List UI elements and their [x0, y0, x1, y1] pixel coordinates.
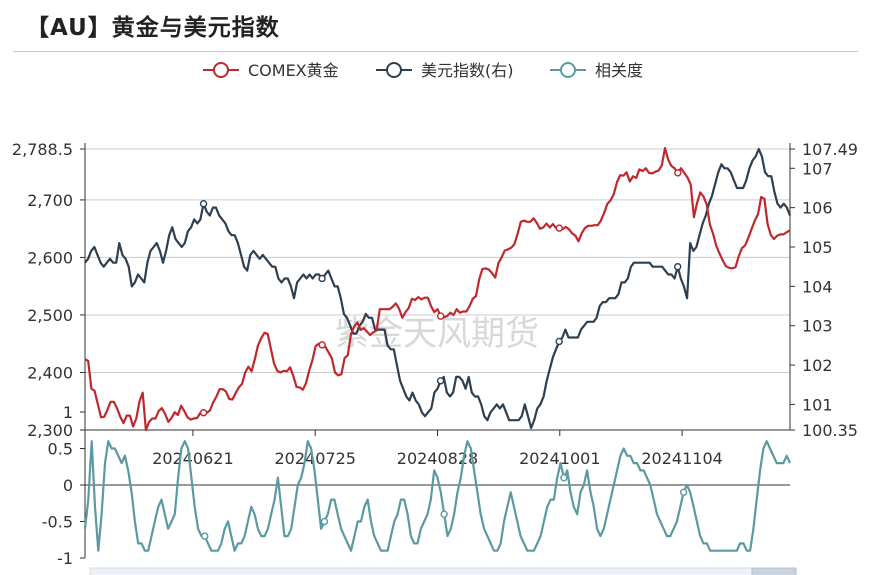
x-tick-label: 20240828 — [397, 449, 478, 468]
right-tick-label: 105 — [802, 238, 833, 257]
corr-tick-label: -1 — [57, 549, 73, 568]
right-tick-label: 107.49 — [802, 140, 858, 159]
dxy-series-line — [84, 147, 792, 430]
right-tick-label: 104 — [802, 277, 833, 296]
corr-series-point — [679, 488, 688, 496]
gold-series-point — [318, 341, 326, 349]
right-tick-label: 101 — [802, 395, 833, 414]
gold-series-point — [437, 312, 445, 320]
correlation-series — [83, 440, 792, 552]
dxy-series-point — [199, 200, 208, 208]
dxy-series-point — [555, 337, 563, 346]
left-tick-label: 2,400 — [27, 363, 73, 382]
corr-tick-label: 1 — [63, 403, 73, 422]
x-tick-label: 20240621 — [152, 449, 233, 468]
gold-series-point — [674, 169, 682, 177]
scrollbar-thumb — [751, 567, 797, 575]
corr-series-point — [201, 532, 209, 540]
gold-series-point — [199, 409, 208, 417]
main-axes: 2,788.52,7002,6002,5002,4002,300107.4910… — [12, 140, 858, 440]
right-tick-label: 106 — [802, 199, 833, 218]
left-tick-label: 2,500 — [27, 306, 73, 325]
legend-label-1: 美元指数(右) — [421, 61, 514, 80]
corr-tick-label: 0 — [63, 476, 73, 495]
right-tick-label: 100.35 — [802, 421, 858, 440]
x-tick-label: 20241104 — [641, 449, 722, 468]
corr-tick-label: -0.5 — [42, 513, 73, 532]
x-tick-label: 20240725 — [274, 449, 355, 468]
correlation-axes: 20240621 20240725 20240828 20241001 20241104… — [42, 403, 790, 568]
legend-marker-2 — [560, 62, 576, 78]
legend-label-0: COMEX黄金 — [248, 61, 339, 80]
gold-series-point — [555, 224, 563, 232]
dxy-series-point — [436, 377, 445, 385]
legend-marker-0 — [213, 62, 229, 78]
legend: COMEX黄金 美元指数(右) 相关度 — [203, 61, 643, 80]
right-tick-label: 103 — [802, 317, 833, 336]
scrollbar[interactable] — [89, 567, 797, 575]
x-tick-label: 20241001 — [519, 449, 600, 468]
corr-series-point — [560, 474, 568, 482]
dxy-series-point — [318, 274, 326, 283]
left-tick-label: 2,788.5 — [12, 140, 73, 159]
scrollbar-track — [89, 567, 797, 575]
left-tick-label: 2,700 — [27, 191, 73, 210]
main-series — [84, 147, 792, 432]
corr-series-point — [440, 510, 448, 518]
legend-marker-1 — [386, 62, 402, 78]
legend-label-2: 相关度 — [595, 61, 643, 80]
left-tick-label: 2,300 — [27, 421, 73, 440]
page-title: 【AU】黄金与美元指数 — [26, 15, 280, 41]
right-tick-label: 102 — [802, 356, 833, 375]
watermark: 紫金天风期货 — [335, 314, 539, 354]
corr-tick-label: 0.5 — [48, 440, 73, 459]
right-tick-label: 107 — [802, 159, 833, 178]
left-tick-label: 2,600 — [27, 248, 73, 267]
dxy-series-point — [673, 262, 682, 271]
corr-series-point — [320, 517, 329, 526]
title-divider — [13, 51, 858, 52]
